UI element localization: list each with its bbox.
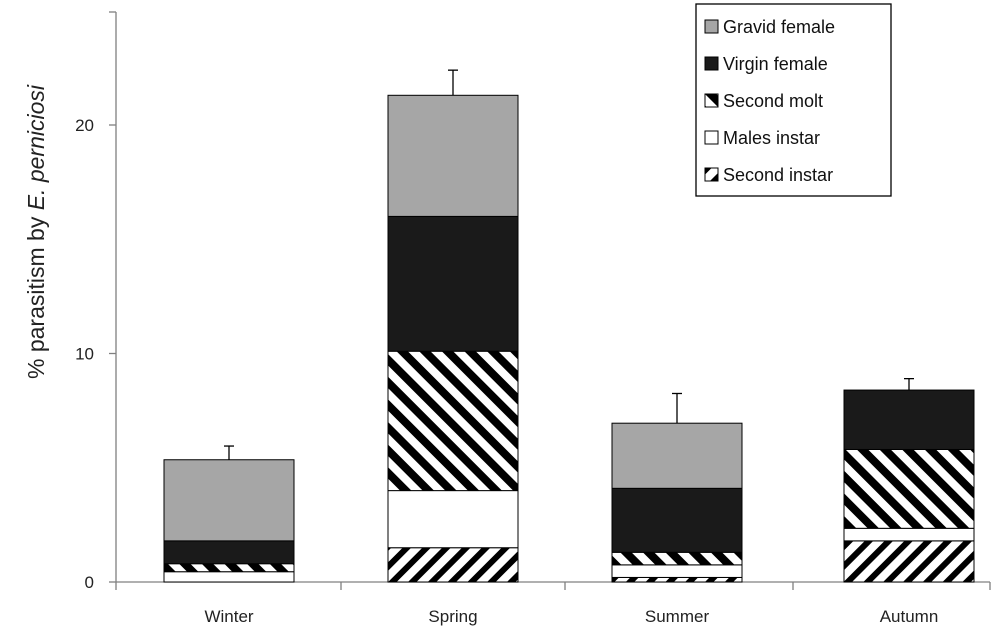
y-tick-label: 20 (75, 116, 94, 135)
legend-swatch (704, 56, 719, 71)
bar-segment (387, 490, 519, 549)
legend-label: Males instar (723, 128, 820, 148)
plot-area: 0 10 20 Winter Spring Summer Autumn (75, 11, 991, 626)
bar-segment (611, 576, 743, 583)
bar-segment (387, 547, 519, 583)
bar-segment (843, 389, 975, 450)
bar-segment (163, 459, 295, 542)
bar-segment (387, 94, 519, 217)
bar-segment (163, 540, 295, 565)
legend-swatch (704, 130, 719, 145)
legend-box (695, 3, 892, 197)
bar-segment (611, 551, 743, 566)
x-tick-label: Summer (645, 607, 710, 626)
y-axis-title-prefix: % parasitism by (23, 210, 49, 379)
y-axis-title: % parasitism by E. perniciosi (23, 84, 49, 379)
bar-segment (611, 564, 743, 578)
x-tick-label: Spring (428, 607, 477, 626)
bar-segment (843, 527, 975, 542)
bar-segment (387, 350, 519, 492)
x-tick-label: Autumn (880, 607, 939, 626)
legend-swatch (704, 93, 719, 108)
y-tick-label: 0 (85, 573, 94, 592)
legend-label: Gravid female (723, 17, 835, 37)
bar-segment (387, 215, 519, 352)
bar-segment (843, 540, 975, 583)
legend-label: Virgin female (723, 54, 828, 74)
legend-swatch (704, 167, 719, 182)
legend-label: Second instar (723, 165, 833, 185)
y-tick-label: 10 (75, 345, 94, 364)
bar-segment (611, 422, 743, 489)
legend-swatch (704, 19, 719, 34)
x-tick-label: Winter (204, 607, 253, 626)
bar-segment (163, 563, 295, 573)
bar-segment (611, 487, 743, 553)
legend: Gravid female Virgin female Second molt Mal… (695, 3, 892, 197)
y-axis-title-species: E. perniciosi (23, 84, 49, 210)
bar-segment (843, 448, 975, 529)
legend-label: Second molt (723, 91, 823, 111)
bar-segment (163, 571, 295, 583)
